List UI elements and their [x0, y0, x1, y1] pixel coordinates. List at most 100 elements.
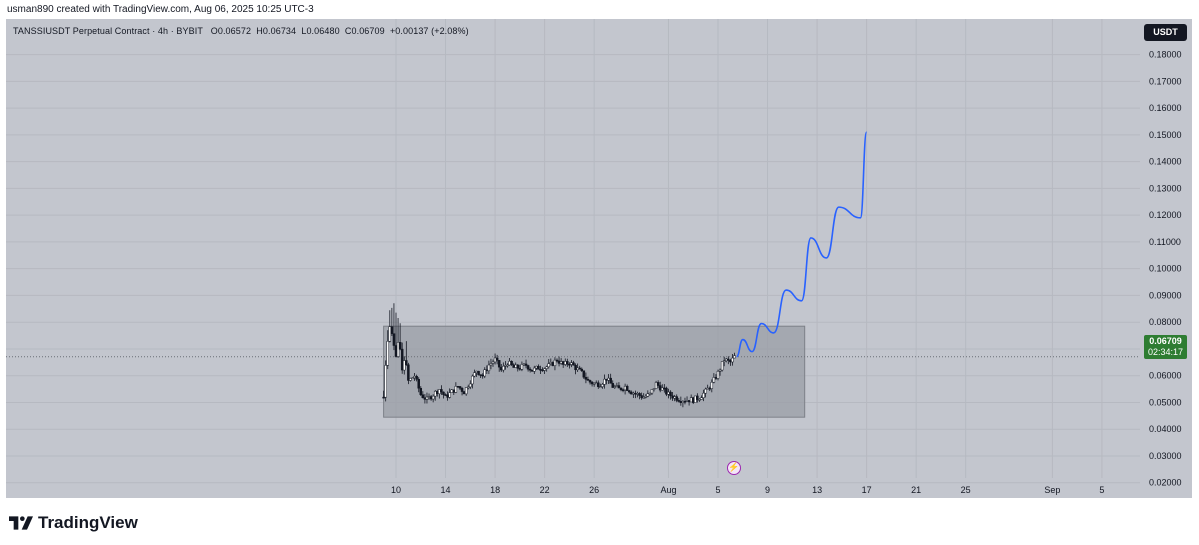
candle[interactable] — [539, 369, 542, 371]
candle[interactable] — [535, 365, 538, 369]
candle[interactable] — [712, 377, 716, 383]
candle[interactable] — [630, 391, 633, 395]
candle[interactable] — [694, 395, 697, 403]
candle[interactable] — [423, 397, 427, 400]
candle[interactable] — [642, 397, 645, 399]
candle[interactable] — [597, 382, 600, 387]
candle[interactable] — [714, 377, 718, 379]
candle[interactable] — [689, 397, 693, 403]
candle[interactable] — [625, 385, 629, 391]
candle[interactable] — [574, 364, 577, 371]
candle[interactable] — [456, 385, 460, 388]
candle[interactable] — [413, 375, 416, 379]
candle[interactable] — [650, 389, 654, 394]
candle[interactable] — [613, 386, 617, 388]
candle[interactable] — [733, 355, 736, 359]
candle[interactable] — [458, 386, 462, 389]
candle[interactable] — [702, 392, 705, 398]
candle[interactable] — [578, 367, 581, 370]
candle[interactable] — [621, 389, 625, 391]
candle[interactable] — [623, 385, 627, 391]
candle[interactable] — [611, 383, 614, 388]
candle[interactable] — [506, 364, 509, 367]
candle[interactable] — [508, 360, 511, 366]
candle[interactable] — [675, 396, 678, 401]
candle[interactable] — [481, 374, 484, 377]
candle[interactable] — [448, 392, 451, 398]
chart-area[interactable] — [6, 19, 1192, 498]
candle[interactable] — [485, 369, 489, 372]
candle[interactable] — [392, 333, 396, 346]
candle[interactable] — [592, 383, 596, 385]
candle[interactable] — [421, 394, 425, 399]
candle[interactable] — [586, 379, 590, 381]
candle[interactable] — [543, 368, 546, 371]
candle[interactable] — [691, 397, 695, 403]
candle[interactable] — [568, 363, 571, 366]
candle[interactable] — [411, 377, 414, 380]
candle[interactable] — [462, 391, 466, 395]
candle[interactable] — [667, 391, 670, 395]
candle[interactable] — [533, 367, 536, 372]
candle[interactable] — [475, 370, 478, 373]
candle[interactable] — [681, 401, 685, 403]
candle[interactable] — [549, 362, 553, 364]
tradingview-logo[interactable]: TradingView — [9, 513, 138, 533]
candle[interactable] — [652, 388, 656, 390]
candle[interactable] — [440, 389, 443, 393]
candle[interactable] — [677, 400, 681, 402]
candle[interactable] — [388, 326, 392, 342]
candle[interactable] — [584, 376, 588, 380]
candle[interactable] — [582, 370, 586, 378]
candle[interactable] — [438, 389, 441, 395]
currency-button[interactable]: USDT — [1144, 24, 1187, 41]
candle[interactable] — [551, 362, 555, 366]
candle[interactable] — [700, 397, 703, 400]
candle[interactable] — [396, 342, 400, 357]
candle[interactable] — [537, 365, 540, 370]
candle[interactable] — [671, 395, 674, 399]
candle[interactable] — [431, 395, 435, 400]
candle[interactable] — [656, 382, 660, 386]
candle[interactable] — [429, 396, 433, 400]
candle[interactable] — [403, 360, 406, 371]
candle[interactable] — [446, 394, 449, 398]
candle[interactable] — [718, 369, 722, 372]
candle[interactable] — [557, 360, 561, 364]
candle[interactable] — [528, 368, 532, 371]
candle[interactable] — [617, 385, 621, 389]
candle[interactable] — [553, 359, 557, 366]
candle[interactable] — [454, 385, 458, 393]
candle[interactable] — [698, 399, 701, 401]
candle[interactable] — [654, 382, 658, 389]
candle[interactable] — [665, 387, 668, 395]
candle[interactable] — [590, 381, 594, 385]
candle[interactable] — [545, 366, 548, 369]
candle[interactable] — [673, 396, 676, 399]
candle[interactable] — [640, 395, 643, 398]
candle[interactable] — [594, 382, 598, 385]
candle[interactable] — [394, 345, 398, 357]
candle[interactable] — [636, 393, 639, 395]
candle[interactable] — [570, 362, 573, 365]
candle[interactable] — [725, 358, 728, 361]
projection-path[interactable] — [736, 131, 868, 358]
candle[interactable] — [497, 360, 501, 368]
candle[interactable] — [599, 386, 602, 388]
candle[interactable] — [541, 369, 544, 372]
candle[interactable] — [487, 364, 491, 372]
candle[interactable] — [386, 341, 389, 366]
candle[interactable] — [444, 394, 447, 396]
candle[interactable] — [452, 389, 456, 393]
candle[interactable] — [483, 369, 487, 377]
candle[interactable] — [425, 396, 429, 400]
candle[interactable] — [580, 368, 584, 371]
candle[interactable] — [436, 391, 439, 395]
candle[interactable] — [450, 389, 453, 393]
candle[interactable] — [489, 363, 493, 366]
candle[interactable] — [524, 363, 528, 366]
candle[interactable] — [683, 401, 687, 403]
candle[interactable] — [502, 365, 505, 371]
candle[interactable] — [530, 369, 534, 372]
